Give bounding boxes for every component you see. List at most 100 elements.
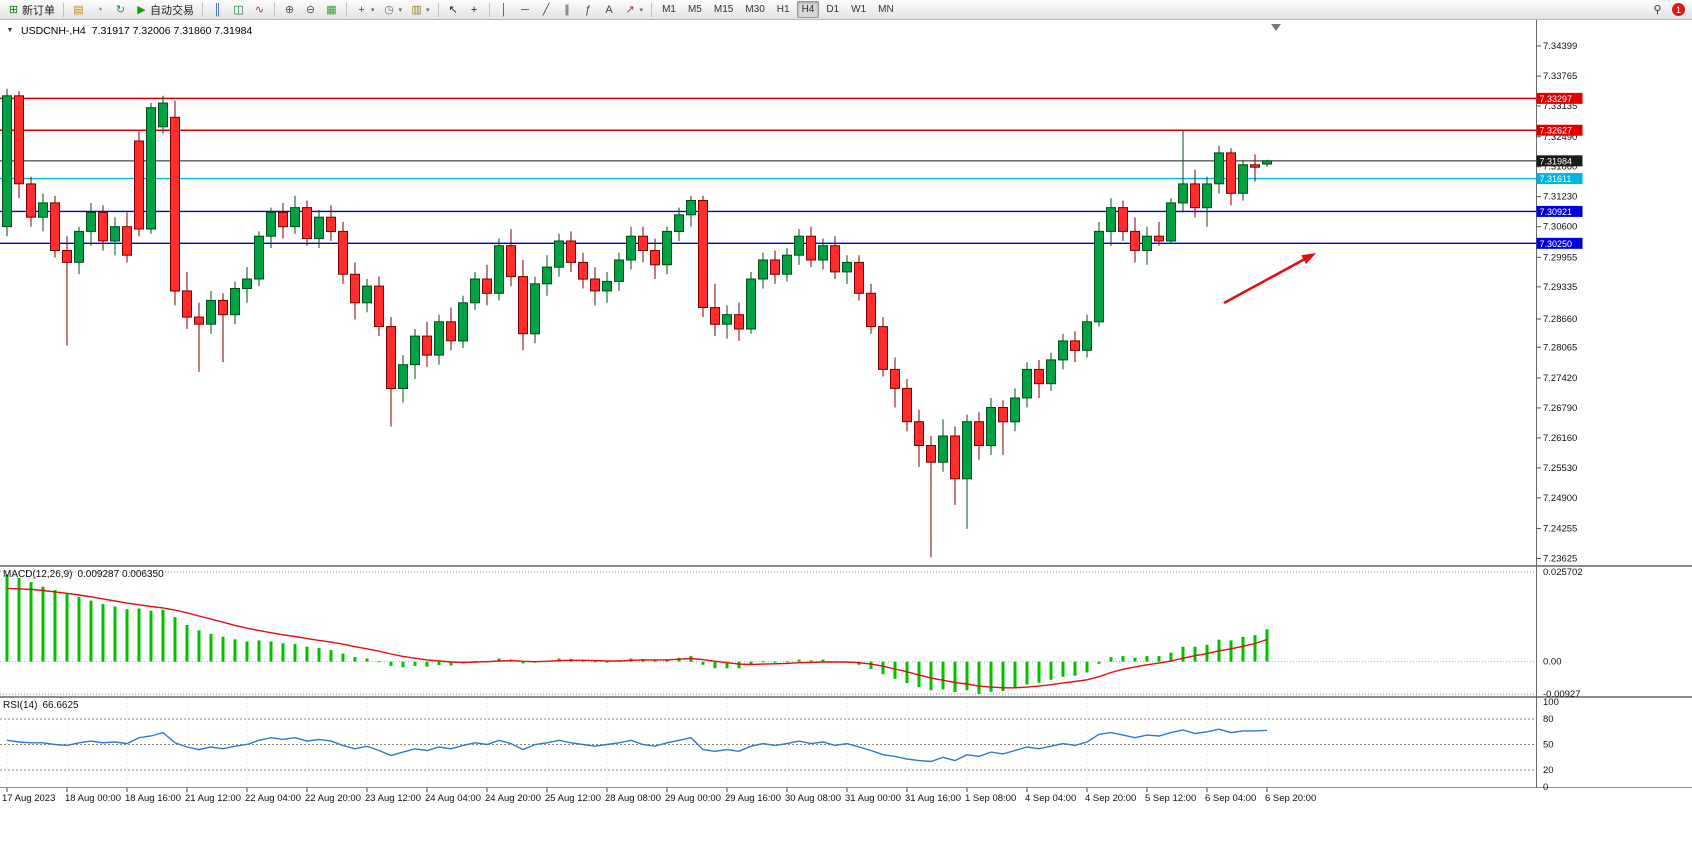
macd-histogram-bar [809,660,813,662]
indicators-button[interactable]: + ▾ [351,1,379,19]
text-button[interactable]: A [599,1,620,19]
time-axis-label: 18 Aug 16:00 [125,793,181,804]
macd-histogram-bar [605,661,609,663]
cursor-button[interactable]: ↖ [443,1,464,19]
tile-windows-button[interactable]: ▦ [321,1,342,19]
candle [506,245,516,278]
time-axis-label: 24 Aug 04:00 [425,793,481,804]
horizontal-lines[interactable] [0,97,1536,245]
timeframe-button-m5[interactable]: M5 [687,4,702,15]
macd-histogram-bar [1097,661,1101,664]
timeframe-button-d1[interactable]: D1 [826,4,840,15]
arrows-button[interactable]: ↗ ▾ [620,1,648,19]
price-axis-label: 7.29335 [1543,282,1577,293]
timeframe-button-m15[interactable]: M15 [713,4,734,15]
timeframe-button-m30[interactable]: M30 [745,4,765,15]
fibonacci-button[interactable]: ƒ [578,1,599,19]
profiles-button[interactable]: ◔ [89,1,110,19]
candle [914,421,924,447]
vertical-line-button[interactable]: │ [494,1,515,19]
candle [1094,230,1104,323]
macd-histogram-bar [797,659,801,662]
periods-button[interactable]: ◷ ▾ [379,1,407,19]
price-axis-label: 7.27420 [1543,373,1577,384]
macd-histogram-bar [221,636,225,662]
bar-chart-icon: ║ [213,3,222,16]
timeframe-button-h4[interactable]: H4 [796,1,820,18]
candle [1070,340,1080,351]
horizontal-line-button[interactable]: ─ [515,1,536,19]
price-axis-label: 7.32490 [1543,132,1577,143]
candlestick-chart-button[interactable]: ◫ [228,1,249,19]
macd-histogram-bar [185,625,189,662]
autotrade-button[interactable]: ▶ 自动交易 [131,1,198,19]
tile-windows-icon: ▦ [326,3,337,16]
chart-window[interactable]: 7.34399 7.33765 7.33135 7.32490 7.31860 7.312… [0,20,1692,850]
zoom-out-button[interactable]: ⊖ [300,1,321,19]
profiles-icon: ◔ [96,3,103,16]
macd-histogram-bar [497,658,501,662]
templates-button[interactable]: ▥ ▾ [406,1,434,19]
candle [722,314,732,325]
bar-chart-button[interactable]: ║ [207,1,228,19]
candle [890,368,900,389]
time-axis[interactable]: 17 Aug 2023 18 Aug 00:00 18 Aug 16:00 21 Au… [2,788,1316,804]
macd-axis-label: -0.00927 [1543,689,1581,700]
chart-canvas[interactable]: 7.34399 7.33765 7.33135 7.32490 7.31860 7.312… [0,20,1692,820]
timeframe-button-m1[interactable]: M1 [662,4,676,15]
macd-histogram-bar [341,653,345,662]
trendline-button[interactable]: ╱ [536,1,557,19]
zoom-in-button[interactable]: ⊕ [279,1,300,19]
time-axis-label: 22 Aug 04:00 [245,793,301,804]
candle [938,435,948,463]
one-click-arrow-icon[interactable]: ▼ [6,27,14,34]
macd-histogram-bar [149,610,153,662]
line-chart-button[interactable]: ∿ [249,1,270,19]
candle [710,307,720,325]
timeframe-button-w1[interactable]: W1 [851,4,867,15]
charts-button[interactable]: ▤ [68,1,89,19]
candle [1046,359,1056,385]
channel-button[interactable]: ∥ [557,1,578,19]
macd-histogram-bar [197,630,201,662]
time-axis-border [0,787,1692,788]
search-button[interactable]: ⚲ [1647,1,1668,19]
macd-histogram-bar [437,661,441,666]
crosshair-button[interactable]: + [464,1,485,19]
macd-histogram-bar [125,609,129,662]
macd-histogram-bar [5,574,9,662]
toolbar-separator [202,2,203,17]
macd-histogram-bar [1037,661,1041,683]
notifications-badge[interactable]: 1 [1672,3,1685,16]
macd-histogram-bar [881,661,885,675]
candle [866,292,876,328]
candle [1178,183,1188,204]
refresh-button[interactable]: ↻ [110,1,131,19]
timeframe-button-h1[interactable]: H1 [776,4,790,15]
timeframe-button-mn[interactable]: MN [878,4,894,15]
time-axis-label: 6 Sep 04:00 [1205,793,1256,804]
zoom-out-icon: ⊖ [305,3,316,16]
time-axis-label: 6 Sep 20:00 [1265,793,1316,804]
pane-separator[interactable] [0,696,1692,698]
trend-arrow-annotation[interactable] [1223,253,1316,305]
macd-histogram-bar [173,617,177,662]
candle [974,421,984,447]
price-axis[interactable]: 7.34399 7.33765 7.33135 7.32490 7.31860 7.312… [1536,41,1583,565]
price-tag-label: 7.31611 [1540,174,1572,184]
time-axis-label: 30 Aug 08:00 [785,793,841,804]
pane-separator[interactable] [0,565,1692,567]
macd-histogram-bar [53,590,57,662]
candle [806,235,816,261]
candle [854,261,864,294]
candle [950,435,960,480]
candle [734,314,744,330]
autotrade-icon: ▶ [137,3,146,16]
candle [1010,397,1020,423]
candle [1190,183,1200,209]
new-order-button[interactable]: ⊞ 新订单 [3,1,59,19]
candle [410,335,420,366]
macd-histogram-bar [1073,661,1077,676]
chart-shift-marker-icon[interactable] [1271,24,1281,31]
macd-histogram-bar [269,641,273,662]
